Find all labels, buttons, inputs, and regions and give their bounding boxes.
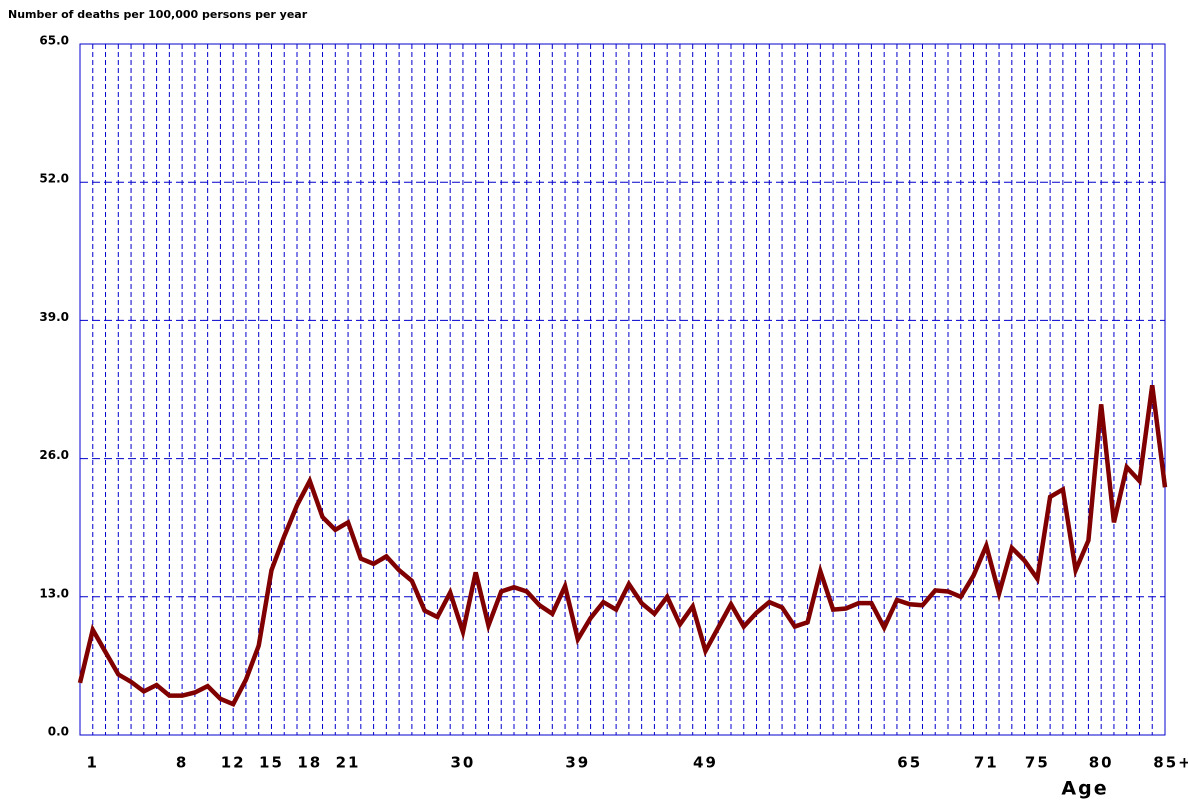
y-tick-label: 0.0 — [48, 725, 69, 739]
data-line — [77, 384, 1168, 708]
x-tick-label: 1 — [87, 754, 99, 772]
x-tick-label: 75 — [1025, 754, 1050, 772]
y-tick-label: 52.0 — [39, 172, 69, 186]
y-tick-label: 65.0 — [39, 34, 69, 48]
y-tick-label: 26.0 — [39, 448, 69, 462]
y-axis-label: Number of deaths per 100,000 persons per… — [8, 8, 308, 21]
x-tick-label: 21 — [336, 754, 361, 772]
x-tick-label: 15 — [259, 754, 284, 772]
x-tick-label: 49 — [693, 754, 718, 772]
x-tick-label: 8 — [176, 754, 188, 772]
x-tick-label: 85+ — [1153, 754, 1188, 772]
x-tick-label: 71 — [974, 754, 999, 772]
x-axis-label: Age — [1061, 778, 1108, 800]
plot-border — [79, 43, 1166, 736]
x-tick-label: 39 — [565, 754, 590, 772]
y-tick-label: 39.0 — [39, 310, 69, 324]
x-tick-label: 18 — [297, 754, 322, 772]
y-tick-label: 13.0 — [39, 586, 69, 600]
x-tick-label: 80 — [1089, 754, 1114, 772]
x-tick-label: 30 — [451, 754, 476, 772]
x-tick-label: 65 — [897, 754, 922, 772]
x-tick-label: 12 — [221, 754, 246, 772]
